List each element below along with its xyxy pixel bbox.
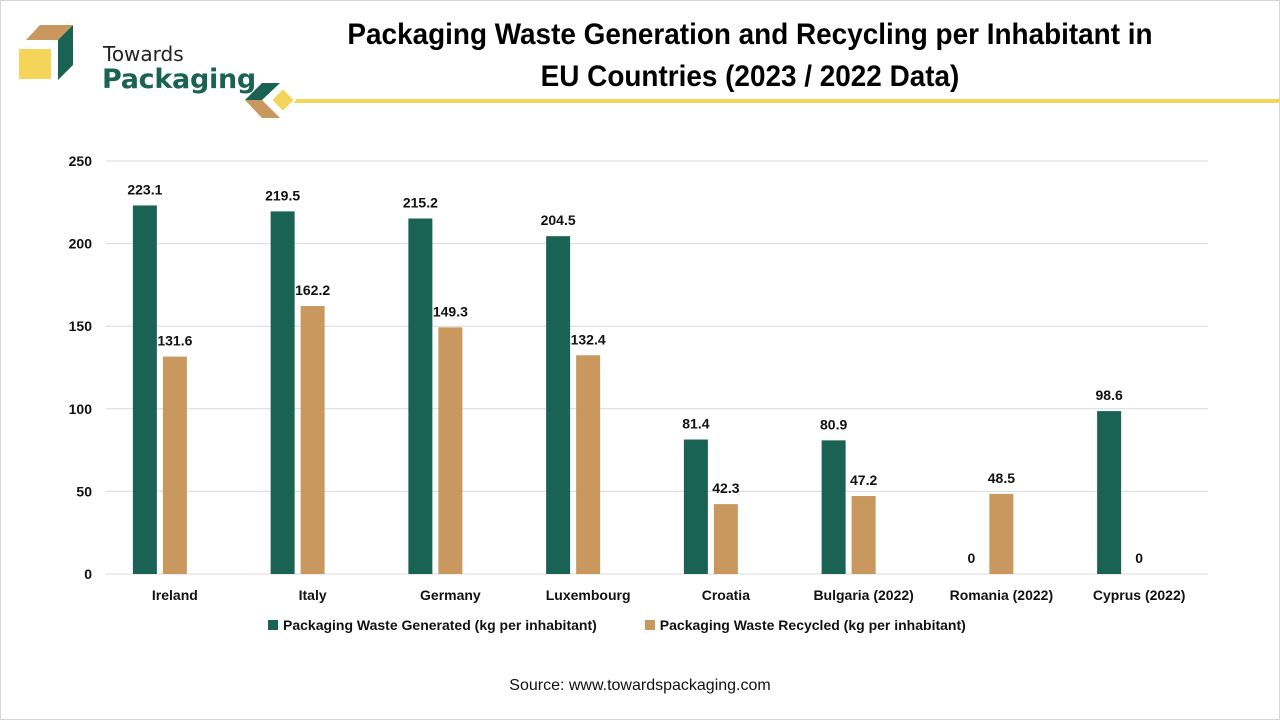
box-logo-icon [19, 25, 73, 80]
y-tick-label: 0 [84, 566, 92, 582]
data-label: 149.3 [433, 303, 468, 319]
bars [132, 205, 1122, 575]
data-label: 42.3 [712, 480, 739, 496]
bar-recycled [989, 493, 1014, 574]
category-label: Italy [299, 587, 327, 603]
y-tick-label: 150 [69, 318, 93, 334]
data-label: 80.9 [820, 416, 847, 432]
category-label: Bulgaria (2022) [813, 587, 913, 603]
legend-swatch-generated [268, 620, 278, 630]
bar-recycled [576, 355, 601, 574]
bar-recycled [438, 327, 463, 574]
bar-generated [1097, 411, 1122, 574]
bar-generated [821, 440, 846, 574]
bar-generated [683, 439, 708, 574]
data-labels: 223.1 131.6 219.5 162.2 215.2 149.3 204.5 132.4… [127, 181, 1143, 566]
data-label: 215.2 [403, 194, 438, 210]
data-label: 81.4 [682, 416, 709, 432]
category-label: Romania (2022) [950, 587, 1053, 603]
bar-generated [546, 236, 571, 574]
brand-logo: Towards Packaging [18, 22, 256, 95]
legend-label-recycled: Packaging Waste Recycled (kg per inhabit… [659, 617, 966, 633]
title-underline [290, 99, 1280, 103]
data-label: 47.2 [850, 472, 877, 488]
legend: Packaging Waste Generated (kg per inhabi… [268, 617, 966, 633]
bar-recycled [713, 504, 738, 574]
bar-recycled [851, 496, 876, 574]
data-label: 219.5 [265, 187, 300, 203]
legend-label-generated: Packaging Waste Generated (kg per inhabi… [283, 617, 597, 633]
y-tick-label: 200 [69, 236, 93, 252]
chart-title-line2: EU Countries (2023 / 2022 Data) [540, 60, 960, 93]
category-label: Ireland [152, 587, 198, 603]
brand-name-line2: Packaging [102, 64, 256, 95]
chevron-decoration-icon [245, 83, 297, 118]
bar-recycled [162, 356, 187, 574]
category-labels: Ireland Italy Germany Luxembourg Croatia Bulg… [152, 587, 1186, 603]
data-label: 0 [1135, 550, 1143, 566]
data-label: 48.5 [988, 470, 1015, 486]
brand-name-line1: Towards [103, 42, 184, 66]
chart-title: Packaging Waste Generation and Recycling… [332, 14, 1169, 98]
chart-title-line1: Packaging Waste Generation and Recycling… [347, 18, 1153, 51]
data-label: 131.6 [157, 333, 192, 349]
category-label: Luxembourg [546, 587, 631, 603]
category-label: Cyprus (2022) [1093, 587, 1186, 603]
data-label: 204.5 [541, 212, 576, 228]
data-label: 162.2 [295, 282, 330, 298]
bar-generated [408, 218, 433, 574]
legend-item-recycled: Packaging Waste Recycled (kg per inhabit… [644, 617, 966, 633]
y-tick-label: 100 [69, 401, 93, 417]
legend-item-generated: Packaging Waste Generated (kg per inhabi… [268, 617, 597, 633]
legend-swatch-recycled [644, 620, 655, 630]
data-label: 0 [967, 550, 975, 566]
category-label: Croatia [702, 587, 750, 603]
bar-generated [270, 211, 295, 575]
data-label: 98.6 [1096, 387, 1123, 403]
y-axis-ticks: 0 50 100 150 200 250 [69, 153, 93, 582]
category-label: Germany [420, 587, 481, 603]
source-note: Source: www.towardspackaging.com [509, 677, 771, 694]
y-tick-label: 50 [76, 483, 92, 499]
bar-recycled [300, 306, 325, 574]
data-label: 132.4 [571, 331, 606, 347]
data-label: 223.1 [127, 181, 162, 197]
bar-generated [132, 205, 157, 575]
y-tick-label: 250 [69, 153, 93, 169]
